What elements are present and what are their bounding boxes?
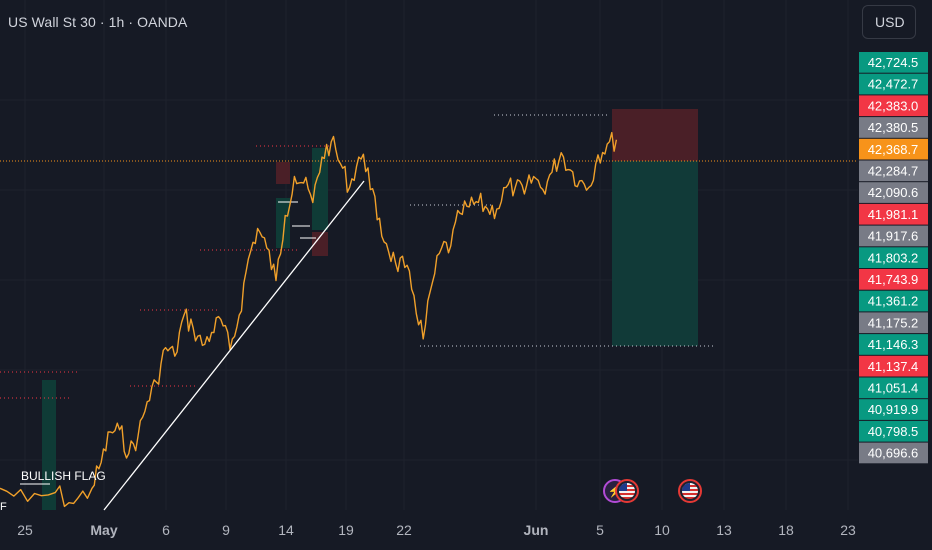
x-tick-label: Jun: [524, 522, 549, 538]
price-label: 41,146.3: [859, 334, 928, 355]
price-label-bg: [859, 312, 928, 334]
chart-title: US Wall St 30 · 1h · OANDA: [8, 14, 188, 30]
price-scale[interactable]: 42,724.5 42,472.7 42,383.0 42,380.5 42,368.7…: [859, 52, 928, 464]
price-label-text: 40,696.6: [868, 446, 919, 461]
trendline[interactable]: [103, 180, 365, 511]
corner-annotation: F: [0, 501, 7, 513]
price-label-text: 42,383.0: [868, 98, 919, 113]
x-tick-label: 19: [338, 522, 354, 538]
flag-zone: [42, 380, 56, 510]
x-tick-label: 5: [596, 522, 604, 538]
price-label: 42,724.5: [859, 52, 928, 73]
price-label-bg: [859, 160, 928, 182]
price-label: 42,090.6: [859, 182, 928, 203]
price-label: 41,917.6: [859, 225, 928, 247]
take-profit-zone: [612, 161, 698, 346]
grid-lines: [0, 0, 858, 510]
us-flag-event-icon-2[interactable]: [678, 479, 702, 503]
price-label-text: 41,981.1: [868, 207, 919, 222]
bullish-flag-label: BULLISH FLAG: [21, 469, 106, 483]
price-label-bg: [859, 290, 928, 312]
price-label-text: 41,137.4: [868, 359, 919, 374]
price-label-bg: [859, 203, 928, 225]
price-label-text: 41,803.2: [868, 250, 919, 265]
x-tick-label: May: [90, 522, 117, 538]
price-label: 42,472.7: [859, 73, 928, 95]
price-label: 41,361.2: [859, 290, 928, 312]
time-axis[interactable]: 25 May 6 9 14 19 22 Jun 5 10 13 18 23: [17, 522, 856, 538]
price-label-bg: [859, 377, 928, 399]
price-label-bg: [859, 269, 928, 290]
price-label: 42,383.0: [859, 95, 928, 117]
price-label-bg: [859, 182, 928, 203]
consolidation-zone-green: [276, 198, 290, 248]
price-label-bg: [859, 399, 928, 420]
consolidation-zone-green-2: [312, 148, 328, 230]
price-label: 41,175.2: [859, 312, 928, 334]
price-label-text: 41,917.6: [868, 229, 919, 244]
x-tick-label: 10: [654, 522, 670, 538]
x-tick-label: 25: [17, 522, 33, 538]
price-label-bg: [859, 334, 928, 355]
price-label: 41,743.9: [859, 269, 928, 290]
price-label: 42,368.7: [859, 138, 928, 160]
price-label-text: 40,798.5: [868, 424, 919, 439]
price-series: [0, 131, 618, 508]
price-label-text: 41,361.2: [868, 294, 919, 309]
consolidation-zone-red: [276, 162, 290, 184]
price-label: 41,137.4: [859, 355, 928, 377]
price-label-bg: [859, 442, 928, 464]
price-label: 41,051.4: [859, 377, 928, 399]
price-label: 40,696.6: [859, 442, 928, 464]
price-label: 42,284.7: [859, 160, 928, 182]
price-label-bg: [859, 355, 928, 377]
price-label-text: 41,146.3: [868, 337, 919, 352]
price-label-bg: [859, 95, 928, 117]
flag-markers: [20, 201, 316, 485]
x-tick-label: 18: [778, 522, 794, 538]
us-flag-event-icon[interactable]: [615, 479, 639, 503]
price-label-text: 42,380.5: [868, 120, 919, 135]
price-label-bg: [859, 420, 928, 442]
stop-loss-zone: [612, 109, 698, 161]
price-label-bg: [859, 138, 928, 160]
price-label: 41,803.2: [859, 247, 928, 268]
price-label-text: 42,724.5: [868, 55, 919, 70]
price-label-text: 42,472.7: [868, 77, 919, 92]
x-tick-label: 13: [716, 522, 732, 538]
price-label: 41,981.1: [859, 203, 928, 225]
x-tick-label: 9: [222, 522, 230, 538]
price-label-text: 42,284.7: [868, 164, 919, 179]
price-label-text: 41,175.2: [868, 315, 919, 330]
price-label: 40,919.9: [859, 399, 928, 420]
price-label-bg: [859, 247, 928, 268]
x-tick-label: 23: [840, 522, 856, 538]
price-label-bg: [859, 73, 928, 95]
x-tick-label: 22: [396, 522, 412, 538]
price-label-text: 42,090.6: [868, 185, 919, 200]
price-label-bg: [859, 52, 928, 73]
price-label-text: 42,368.7: [868, 142, 919, 157]
price-label: 40,798.5: [859, 420, 928, 442]
price-label-text: 40,919.9: [868, 402, 919, 417]
price-label-bg: [859, 117, 928, 138]
price-label-text: 41,743.9: [868, 272, 919, 287]
reference-levels: [0, 114, 715, 399]
currency-button[interactable]: USD: [862, 5, 916, 39]
x-tick-label: 14: [278, 522, 294, 538]
price-label-text: 41,051.4: [868, 381, 919, 396]
price-label: 42,380.5: [859, 117, 928, 138]
x-tick-label: 6: [162, 522, 170, 538]
price-label-bg: [859, 225, 928, 247]
